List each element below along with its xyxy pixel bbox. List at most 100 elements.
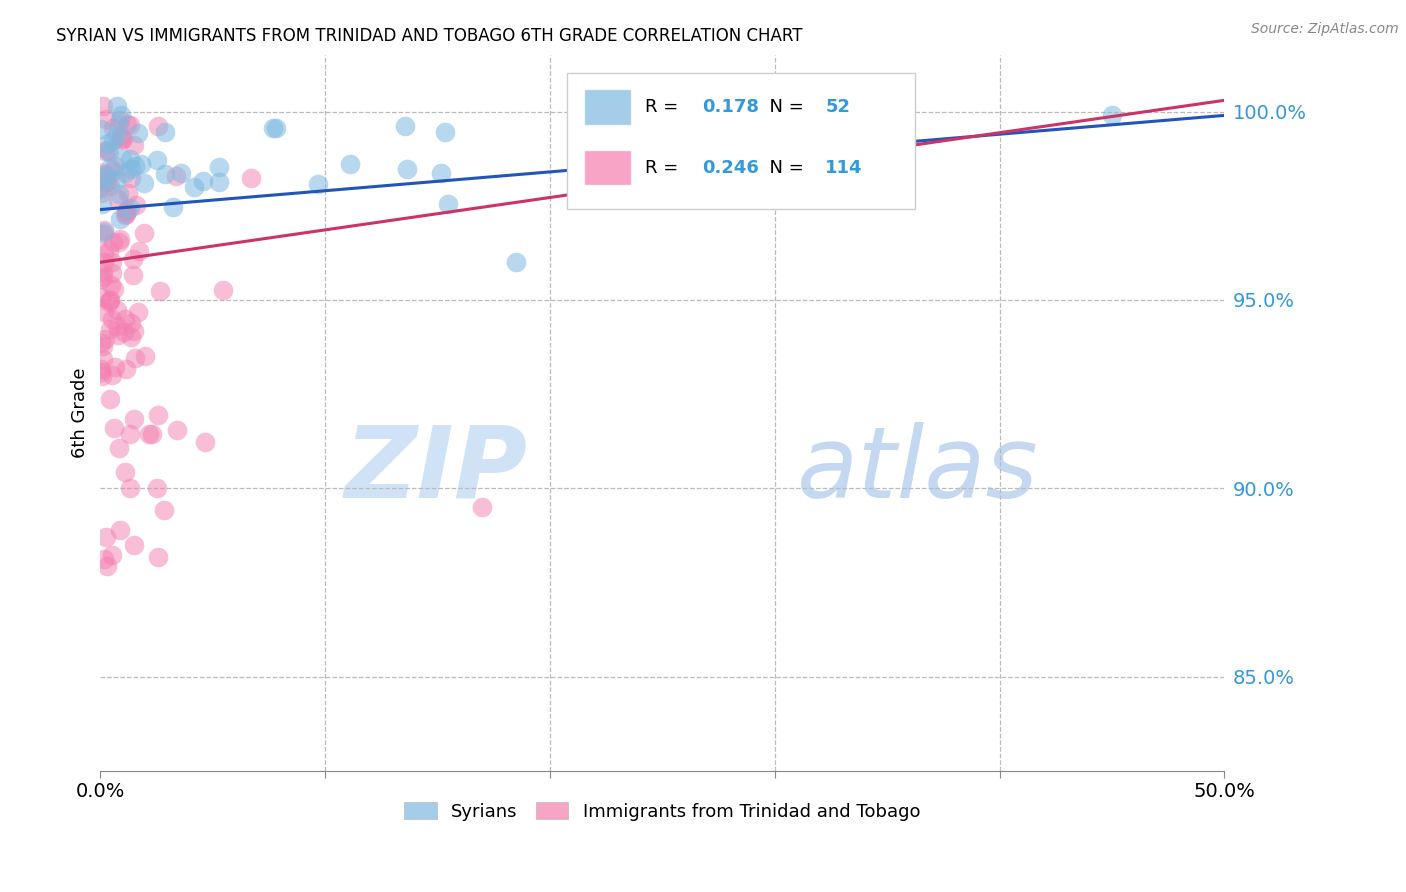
Point — [146, 153, 169, 167]
Point — [94, 332, 117, 346]
Point — [98, 293, 121, 307]
Point — [134, 349, 156, 363]
Point — [117, 202, 139, 217]
Point — [94, 112, 117, 126]
Text: ZIP: ZIP — [344, 422, 527, 518]
Point — [114, 465, 136, 479]
Point — [107, 327, 129, 342]
Point — [90, 121, 112, 136]
Point — [101, 549, 124, 563]
Point — [101, 164, 124, 178]
Point — [240, 170, 263, 185]
Point — [114, 312, 136, 326]
Point — [118, 426, 141, 441]
Point — [91, 169, 114, 183]
Point — [104, 173, 127, 187]
Point — [194, 435, 217, 450]
Point — [165, 169, 187, 183]
Point — [141, 427, 163, 442]
Point — [122, 538, 145, 552]
Point — [91, 227, 114, 241]
FancyBboxPatch shape — [583, 151, 631, 186]
Point — [153, 167, 176, 181]
Point — [394, 119, 416, 133]
Point — [110, 113, 132, 128]
Point — [114, 208, 136, 222]
Point — [93, 225, 115, 239]
Point — [111, 131, 134, 145]
Text: R =: R = — [645, 159, 685, 178]
Y-axis label: 6th Grade: 6th Grade — [72, 368, 89, 458]
Point — [90, 290, 112, 304]
Point — [208, 161, 231, 175]
Point — [101, 121, 124, 136]
Point — [100, 368, 122, 383]
Point — [90, 368, 112, 383]
Point — [90, 361, 112, 376]
Point — [101, 235, 124, 249]
Point — [96, 136, 118, 151]
Text: Source: ZipAtlas.com: Source: ZipAtlas.com — [1251, 22, 1399, 37]
Point — [396, 161, 419, 176]
Point — [94, 144, 117, 158]
Point — [1101, 108, 1123, 122]
Point — [124, 324, 146, 338]
Point — [145, 481, 167, 495]
Point — [110, 130, 132, 145]
Point — [122, 412, 145, 426]
Point — [91, 264, 114, 278]
Point — [91, 270, 114, 285]
Point — [96, 559, 118, 574]
Point — [108, 235, 131, 249]
Point — [120, 316, 142, 330]
Text: 114: 114 — [825, 159, 863, 178]
Point — [91, 173, 114, 187]
Point — [100, 278, 122, 293]
Point — [134, 226, 156, 240]
Point — [120, 162, 142, 177]
Point — [122, 252, 145, 267]
Point — [98, 293, 121, 308]
Text: 0.246: 0.246 — [702, 159, 759, 178]
Point — [105, 99, 128, 113]
Point — [166, 423, 188, 437]
Point — [91, 196, 114, 211]
Point — [134, 176, 156, 190]
Point — [93, 551, 115, 566]
Point — [120, 201, 142, 215]
Point — [96, 168, 118, 182]
FancyBboxPatch shape — [567, 73, 915, 209]
Point — [115, 207, 138, 221]
Point — [91, 99, 114, 113]
Point — [146, 549, 169, 564]
Point — [148, 285, 170, 299]
Point — [93, 305, 115, 319]
Point — [128, 244, 150, 259]
Point — [108, 118, 131, 132]
Point — [91, 351, 114, 366]
Point — [105, 128, 128, 143]
Point — [138, 427, 160, 442]
Point — [98, 321, 121, 335]
Point — [91, 339, 114, 353]
Point — [125, 198, 148, 212]
Point — [100, 311, 122, 326]
Text: atlas: atlas — [797, 422, 1039, 518]
Point — [307, 178, 329, 192]
Point — [120, 171, 142, 186]
Point — [110, 133, 132, 147]
Point — [339, 157, 361, 171]
Point — [90, 335, 112, 350]
Point — [110, 108, 132, 122]
Point — [124, 351, 146, 365]
Legend: Syrians, Immigrants from Trinidad and Tobago: Syrians, Immigrants from Trinidad and To… — [399, 797, 925, 826]
Point — [90, 186, 112, 200]
Text: R =: R = — [645, 97, 685, 116]
Point — [122, 137, 145, 152]
Text: N =: N = — [758, 97, 810, 116]
Point — [103, 421, 125, 435]
Point — [107, 441, 129, 455]
Point — [90, 179, 112, 194]
Text: N =: N = — [758, 159, 810, 178]
Point — [127, 305, 149, 319]
